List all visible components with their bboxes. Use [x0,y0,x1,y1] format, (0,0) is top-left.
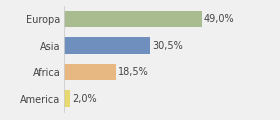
Text: 18,5%: 18,5% [118,67,149,77]
Bar [64,37,150,54]
Text: 2,0%: 2,0% [72,94,97,104]
Text: 49,0%: 49,0% [204,14,234,24]
Bar [64,11,202,27]
Bar [64,64,116,80]
Bar [64,90,70,107]
Text: 30,5%: 30,5% [152,41,183,51]
